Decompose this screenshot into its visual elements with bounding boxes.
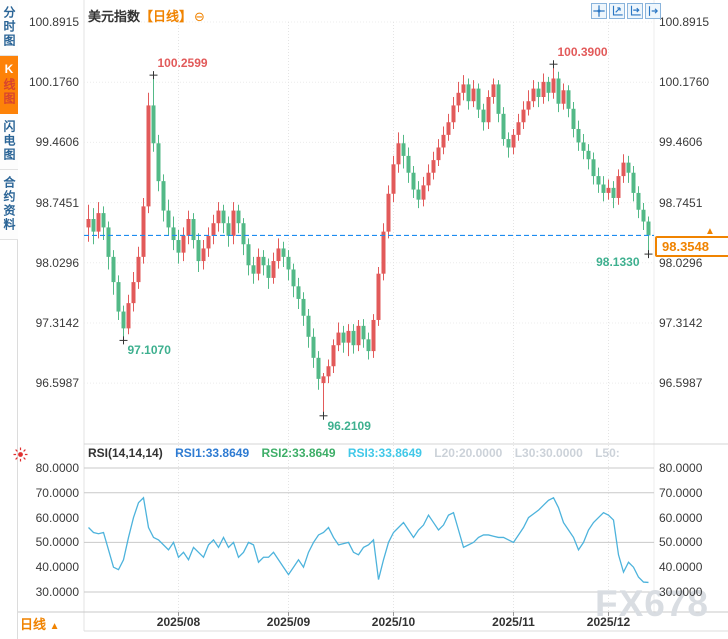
rsi-level20-label: L20:20.0000: [434, 446, 503, 460]
y-axis-label: 100.1760: [659, 75, 710, 90]
last-price-badge: 98.3548: [655, 236, 728, 257]
x-axis-label: 2025/12: [586, 615, 631, 629]
period-dropdown-arrow-icon: ▲: [49, 621, 60, 632]
x-axis-label: 2025/11: [492, 615, 535, 629]
fit-scale-tool-button[interactable]: [609, 3, 625, 19]
pan-right-tool-button[interactable]: [627, 3, 643, 19]
crosshair-icon: [593, 5, 605, 17]
x-axis-label: 2025/09: [266, 615, 311, 629]
sidebar-item-contract-info[interactable]: 合约资料: [0, 170, 18, 240]
extreme-price-annotation: 100.3900: [557, 45, 608, 60]
rsi-line: [88, 496, 649, 584]
rsi1-value: RSI1:33.8649: [175, 446, 250, 460]
watermark: FX678: [595, 583, 710, 624]
indicator-settings-icon[interactable]: [12, 446, 29, 468]
y-axis-label: 50.0000: [659, 535, 703, 550]
y-axis-label: 100.1760: [28, 75, 79, 90]
rsi-indicator-header: RSI(14,14,14) RSI1:33.8649 RSI2:33.8649 …: [88, 446, 629, 460]
period-selector[interactable]: 日线 ▲: [20, 614, 60, 633]
fit-scale-icon: [612, 5, 623, 16]
sidebar: 分时图 K线图 闪电图 合约资料: [0, 0, 18, 639]
y-axis-label: 96.5987: [35, 376, 79, 391]
rsi-level50-label: L50:: [595, 446, 620, 460]
y-axis-label: 80.0000: [35, 461, 79, 475]
y-axis-label: 98.7451: [659, 195, 703, 210]
x-axis-label: 2025/08: [156, 615, 201, 629]
y-axis-label: 40.0000: [659, 560, 703, 575]
y-axis-label: 40.0000: [35, 560, 79, 575]
extreme-price-annotation: 100.2599: [157, 56, 208, 71]
period-label: 日线: [20, 617, 47, 632]
extreme-price-annotation: 98.1330: [596, 255, 640, 270]
y-axis-label: 30.0000: [659, 585, 703, 599]
y-axis-label: 70.0000: [659, 485, 703, 500]
price-up-arrow-icon: ▲: [705, 226, 715, 237]
y-axis-label: 60.0000: [659, 510, 703, 525]
rsi-title: RSI(14,14,14): [88, 446, 163, 460]
y-axis-label: 96.5987: [659, 376, 703, 391]
y-axis-label: 97.3142: [35, 315, 79, 330]
chart-title: 美元指数【日线】 ⊖: [88, 6, 205, 25]
y-axis-label: 97.3142: [659, 315, 703, 330]
sidebar-item-time-chart[interactable]: 分时图: [0, 0, 18, 56]
y-axis-label: 98.0296: [659, 255, 703, 270]
y-axis-label: 50.0000: [35, 535, 79, 550]
collapse-indicator-icon[interactable]: ⊖: [194, 9, 205, 24]
extreme-price-annotation: 96.2109: [327, 418, 371, 433]
y-axis-label: 100.8915: [28, 15, 79, 29]
crosshair-tool-button[interactable]: [591, 3, 607, 19]
jump-latest-icon: [648, 6, 659, 16]
sidebar-item-kline-chart[interactable]: K线图: [0, 56, 18, 114]
y-axis-label: 98.7451: [35, 195, 79, 210]
rsi2-value: RSI2:33.8649: [261, 446, 336, 460]
candlestick-series: [86, 64, 651, 416]
y-axis-label: 100.8915: [659, 15, 710, 29]
extreme-price-annotation: 97.1070: [127, 343, 171, 358]
symbol-name: 美元指数: [88, 9, 141, 24]
pan-right-icon: [630, 5, 641, 16]
y-axis-label: 30.0000: [35, 585, 79, 599]
period-tag: 【日线】: [140, 9, 193, 24]
sidebar-item-lightning-chart[interactable]: 闪电图: [0, 114, 18, 170]
jump-latest-tool-button[interactable]: [645, 3, 661, 19]
rsi-level30-label: L30:30.0000: [514, 446, 583, 460]
y-axis-label: 80.0000: [659, 461, 703, 475]
y-axis-label: 99.4606: [659, 135, 703, 150]
y-axis-label: 99.4606: [35, 135, 79, 150]
chart-toolbar: [591, 3, 661, 19]
y-axis-label: 98.0296: [35, 255, 79, 270]
x-axis-label: 2025/10: [371, 615, 416, 629]
y-axis-label: 60.0000: [35, 510, 79, 525]
y-axis-label: 70.0000: [35, 485, 79, 500]
rsi3-value: RSI3:33.8649: [347, 446, 422, 460]
